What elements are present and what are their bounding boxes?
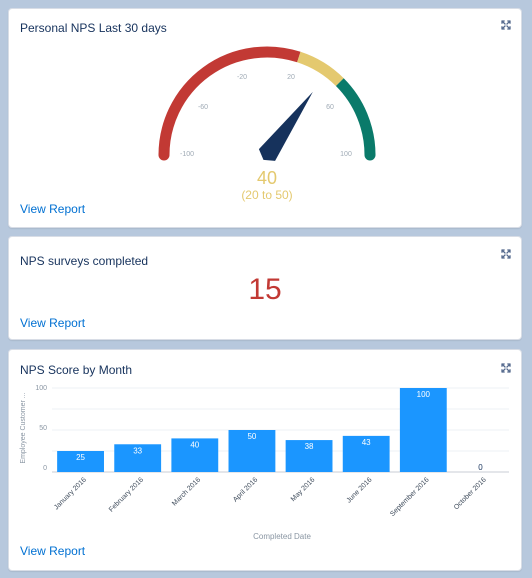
card-title: NPS surveys completed	[20, 254, 149, 268]
bar[interactable]	[114, 444, 162, 472]
card-title: Personal NPS Last 30 days	[20, 21, 167, 35]
view-report-link[interactable]: View Report	[20, 316, 86, 330]
nps-score-by-month-card: NPS Score by Month 100 50 0 Employee Cus…	[8, 349, 522, 571]
y-axis-label: Employee Customer ...	[20, 392, 27, 463]
gauge-needle	[258, 91, 313, 161]
gauge-tick-label: 20	[287, 74, 295, 81]
bar-value-label: 0	[478, 463, 483, 472]
x-tick-label: February 2016	[108, 476, 145, 513]
chart-x-labels: January 2016 February 2016 March 2016 April…	[53, 476, 488, 518]
gauge-band	[296, 51, 344, 87]
view-report-link[interactable]: View Report	[20, 202, 86, 216]
x-tick-label: September 2016	[389, 476, 431, 518]
expand-icon[interactable]	[501, 20, 511, 30]
x-tick-label: March 2016	[171, 476, 202, 507]
bar[interactable]	[228, 430, 276, 472]
gauge-value: 40	[257, 168, 277, 188]
gauge-tick-label: 100	[340, 151, 352, 158]
gauge-tick-label: -20	[237, 74, 247, 81]
nps-gauge: -100 -60 -20 20 60 100 40 (20 to 50)	[158, 46, 376, 202]
y-tick-label: 0	[43, 465, 47, 472]
gauge-band-cap	[158, 149, 170, 161]
bar-value-label: 50	[247, 432, 256, 441]
x-axis-label: Completed Date	[253, 532, 311, 541]
bar[interactable]	[285, 440, 333, 472]
x-tick-label: April 2016	[232, 476, 259, 503]
bar[interactable]	[399, 388, 447, 472]
gauge-range: (20 to 50)	[241, 188, 292, 202]
chart-bars: 25 33 40 50 38 43 100 0	[57, 388, 483, 472]
x-tick-label: May 2016	[290, 476, 317, 503]
nps-bar-chart: 100 50 0 Employee Customer ... 25 33 40 50 3…	[20, 385, 509, 541]
bar-value-label: 100	[417, 390, 431, 399]
surveys-count: 15	[248, 273, 282, 306]
gauge-tick-label: -60	[198, 104, 208, 111]
chart-y-ticks: 100 50 0	[35, 385, 47, 472]
bar-value-label: 38	[305, 442, 314, 451]
gauge-tick-label: 60	[326, 104, 334, 111]
bar-value-label: 43	[362, 438, 371, 447]
gauge-band	[158, 46, 301, 156]
card-title: NPS Score by Month	[20, 363, 133, 377]
gauge-bands	[158, 46, 376, 161]
nps-gauge-card: Personal NPS Last 30 days -100 -60 -20 2…	[8, 8, 522, 228]
x-tick-label: January 2016	[53, 476, 88, 511]
expand-icon[interactable]	[501, 249, 511, 259]
nps-surveys-card: NPS surveys completed 15 View Report	[8, 236, 522, 340]
gauge-band-cap	[364, 149, 376, 161]
view-report-link[interactable]: View Report	[20, 544, 86, 558]
y-tick-label: 100	[35, 385, 47, 392]
gauge-band	[335, 78, 376, 156]
bar[interactable]	[171, 438, 219, 472]
bar[interactable]	[342, 435, 390, 472]
bar-value-label: 33	[133, 446, 142, 455]
x-tick-label: October 2016	[453, 476, 488, 511]
gauge-tick-label: -100	[180, 151, 194, 158]
x-tick-label: June 2016	[346, 476, 374, 504]
gauge-tick-labels: -100 -60 -20 20 60 100	[180, 74, 352, 158]
y-tick-label: 50	[39, 425, 47, 432]
bar-value-label: 25	[76, 453, 85, 462]
expand-icon[interactable]	[501, 363, 511, 373]
bar-value-label: 40	[190, 440, 199, 449]
bar[interactable]	[57, 451, 104, 472]
